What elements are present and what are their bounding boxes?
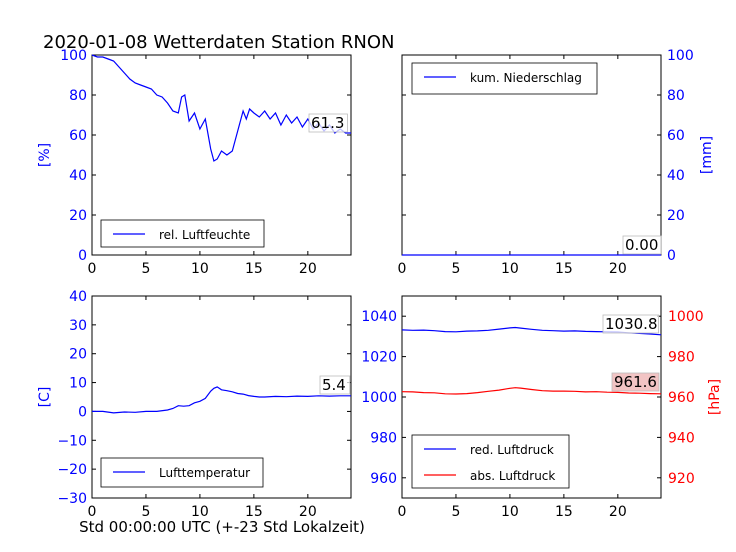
end-value-label: 961.6 bbox=[614, 373, 657, 391]
y-tick-label: −20 bbox=[57, 462, 87, 478]
legend-entry: rel. Luftfeuchte bbox=[159, 228, 250, 242]
y-axis-label: [C] bbox=[37, 387, 53, 408]
x-tick-label: 0 bbox=[88, 261, 97, 277]
y-tick-label: 60 bbox=[69, 128, 87, 144]
y-right-tick-label: 1000 bbox=[668, 309, 704, 325]
y-right-tick-label: 940 bbox=[668, 430, 695, 446]
x-axis-label: Std 00:00:00 UTC (+-23 Std Lokalzeit) bbox=[79, 518, 365, 536]
end-value-label: 5.4 bbox=[322, 376, 346, 394]
y-tick-label: 20 bbox=[69, 347, 87, 363]
end-value-label: 0.00 bbox=[625, 236, 658, 254]
figure-title: 2020-01-08 Wetterdaten Station RNON bbox=[43, 32, 394, 53]
y-tick-label: 1020 bbox=[361, 350, 397, 366]
y-tick-label: 60 bbox=[667, 128, 685, 144]
x-tick-label: 15 bbox=[245, 504, 263, 520]
y-axis-label: [%] bbox=[37, 143, 53, 167]
x-tick-label: 5 bbox=[451, 504, 460, 520]
y-tick-label: 20 bbox=[69, 208, 87, 224]
x-tick-label: 10 bbox=[191, 504, 209, 520]
y-tick-label: 0 bbox=[78, 248, 87, 264]
legend-entry: Lufttemperatur bbox=[159, 466, 250, 480]
x-tick-label: 20 bbox=[609, 504, 627, 520]
legend-entry: abs. Luftdruck bbox=[470, 469, 555, 483]
chart-humidity: 0 5 10 15 20 0 20 40 60 80 100 [%] 61.3 rel. Luftfeuc… bbox=[37, 48, 352, 277]
y-tick-label: 960 bbox=[370, 471, 397, 487]
y-tick-label: 100 bbox=[667, 48, 694, 64]
y-tick-label: 980 bbox=[370, 430, 397, 446]
y-tick-label: 1040 bbox=[361, 309, 397, 325]
legend-box bbox=[411, 434, 570, 489]
series-line bbox=[91, 54, 351, 162]
y-tick-label: 10 bbox=[69, 376, 87, 392]
end-value-box bbox=[611, 372, 660, 392]
x-tick-label: 10 bbox=[501, 261, 519, 277]
y-right-tick-label: 980 bbox=[668, 350, 695, 366]
end-value-box bbox=[319, 375, 351, 395]
end-value-label: 61.3 bbox=[311, 114, 344, 132]
y-right-axis-label: [hPa] bbox=[707, 379, 723, 415]
legend-entry: red. Luftdruck bbox=[470, 443, 554, 457]
chart-pressure: 0 5 10 15 20 960 980 1000 1020 1040 920 940 960 980 10… bbox=[361, 295, 723, 520]
y-tick-label: 20 bbox=[667, 208, 685, 224]
y-tick-label: −10 bbox=[57, 433, 87, 449]
plot-frame bbox=[91, 295, 352, 499]
chart-precipitation: 0 5 10 15 20 0 20 40 60 80 100 [mm] 0.00 kum. Nieders… bbox=[398, 48, 715, 277]
x-tick-label: 5 bbox=[141, 504, 150, 520]
x-tick-label: 20 bbox=[609, 261, 627, 277]
y-tick-label: 80 bbox=[69, 88, 87, 104]
end-value-box bbox=[308, 113, 348, 133]
y-tick-label: 30 bbox=[69, 318, 87, 334]
y-tick-label: 40 bbox=[69, 168, 87, 184]
x-tick-label: 15 bbox=[555, 504, 573, 520]
end-value-label: 1030.8 bbox=[605, 315, 658, 333]
y-right-tick-label: 960 bbox=[668, 390, 695, 406]
y-tick-label: 1000 bbox=[361, 390, 397, 406]
x-tick-label: 10 bbox=[191, 261, 209, 277]
x-tick-label: 20 bbox=[299, 504, 317, 520]
series-line bbox=[92, 386, 351, 414]
y-tick-label: 40 bbox=[69, 289, 87, 305]
x-tick-label: 10 bbox=[501, 504, 519, 520]
y-right-tick-label: 920 bbox=[668, 471, 695, 487]
x-tick-label: 5 bbox=[141, 261, 150, 277]
y-tick-label: 80 bbox=[667, 88, 685, 104]
legend-entry: kum. Niederschlag bbox=[470, 71, 582, 85]
end-value-box bbox=[602, 314, 659, 334]
x-tick-label: 15 bbox=[245, 261, 263, 277]
y-tick-label: −30 bbox=[57, 491, 87, 507]
x-tick-label: 5 bbox=[451, 261, 460, 277]
x-tick-label: 0 bbox=[398, 261, 407, 277]
x-tick-label: 20 bbox=[299, 261, 317, 277]
y-tick-label: 100 bbox=[60, 48, 87, 64]
y-tick-label: 40 bbox=[667, 168, 685, 184]
chart-temperature: 0 5 10 15 20 −30 −20 −10 0 10 20 30 40 [C] 5.4 Lufttemp… bbox=[37, 289, 352, 520]
end-value-box bbox=[622, 235, 662, 255]
x-tick-label: 0 bbox=[398, 504, 407, 520]
x-tick-label: 0 bbox=[88, 504, 97, 520]
plot-frame bbox=[91, 54, 352, 256]
y-axis-label: [mm] bbox=[699, 136, 715, 174]
y-tick-label: 0 bbox=[78, 404, 87, 420]
legend-box bbox=[411, 62, 598, 95]
x-tick-label: 15 bbox=[555, 261, 573, 277]
series-line bbox=[401, 387, 662, 395]
y-tick-label: 0 bbox=[667, 248, 676, 264]
